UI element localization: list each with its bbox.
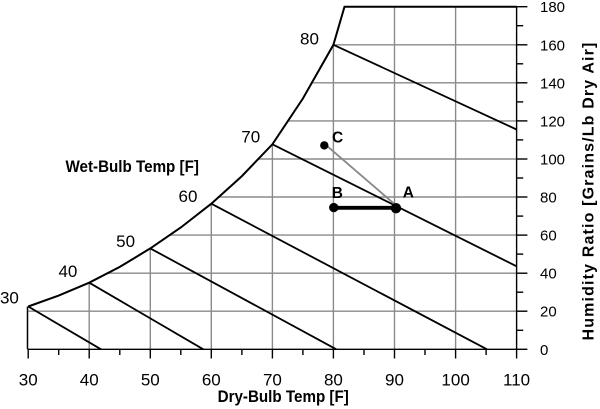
svg-text:60: 60: [540, 228, 557, 245]
svg-text:B: B: [332, 185, 343, 202]
svg-text:40: 40: [540, 266, 557, 283]
svg-text:Wet-Bulb Temp [F]: Wet-Bulb Temp [F]: [65, 158, 198, 176]
svg-text:90: 90: [385, 370, 404, 389]
svg-text:140: 140: [540, 75, 565, 92]
svg-text:80: 80: [540, 190, 557, 207]
svg-text:50: 50: [116, 232, 135, 251]
svg-text:C: C: [332, 129, 343, 146]
svg-text:70: 70: [241, 128, 260, 147]
svg-text:80: 80: [300, 30, 319, 49]
svg-text:20: 20: [540, 304, 557, 321]
svg-text:180: 180: [540, 0, 565, 16]
svg-text:60: 60: [202, 370, 221, 389]
svg-text:110: 110: [503, 370, 530, 389]
svg-text:100: 100: [540, 152, 565, 169]
svg-text:A: A: [403, 185, 414, 202]
svg-text:40: 40: [80, 370, 99, 389]
svg-text:40: 40: [58, 262, 77, 281]
svg-text:160: 160: [540, 37, 565, 54]
svg-text:30: 30: [0, 288, 19, 307]
svg-text:100: 100: [441, 370, 469, 389]
svg-text:60: 60: [179, 187, 198, 206]
svg-text:70: 70: [263, 370, 282, 389]
svg-text:50: 50: [141, 370, 160, 389]
svg-text:120: 120: [540, 113, 565, 130]
svg-text:0: 0: [540, 342, 548, 359]
svg-text:Humidity Ratio [Grains/Lb Dry: Humidity Ratio [Grains/Lb Dry Air]: [581, 42, 598, 341]
svg-text:30: 30: [19, 370, 38, 389]
svg-text:80: 80: [324, 370, 343, 389]
svg-text:Dry-Bulb Temp [F]: Dry-Bulb Temp [F]: [218, 388, 349, 406]
